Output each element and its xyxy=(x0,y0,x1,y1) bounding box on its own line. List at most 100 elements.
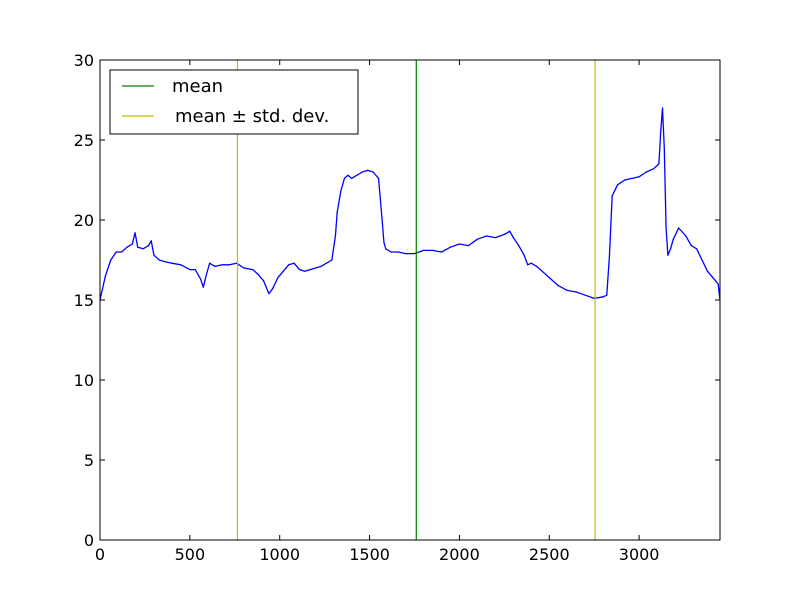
data-point xyxy=(467,245,470,247)
data-point xyxy=(252,269,254,271)
x-tick-label: 1000 xyxy=(259,545,300,564)
data-point xyxy=(271,288,274,290)
data-point xyxy=(243,267,245,269)
data-point xyxy=(503,233,505,235)
data-point xyxy=(696,248,698,250)
data-point xyxy=(142,248,144,250)
data-point xyxy=(608,254,611,256)
data-point xyxy=(458,243,461,245)
data-point xyxy=(343,177,346,179)
data-point xyxy=(228,264,230,266)
data-point xyxy=(110,259,112,261)
data-point xyxy=(164,261,166,263)
data-point xyxy=(336,211,338,213)
y-tick-label: 5 xyxy=(84,451,94,470)
data-point xyxy=(293,262,295,264)
data-point xyxy=(665,227,667,229)
x-tick-label: 2000 xyxy=(439,545,480,564)
data-point xyxy=(209,262,211,264)
data-point xyxy=(334,235,337,237)
data-point xyxy=(372,171,374,173)
data-point xyxy=(340,190,342,192)
x-tick-label: 3000 xyxy=(619,545,660,564)
data-point xyxy=(611,195,613,197)
data-point xyxy=(325,262,328,264)
legend-label-std: mean ± std. dev. xyxy=(175,106,329,127)
data-point xyxy=(397,251,399,253)
data-point xyxy=(134,232,136,234)
data-point xyxy=(476,238,478,240)
data-point xyxy=(367,169,369,171)
data-point xyxy=(221,264,223,266)
data-point xyxy=(575,291,577,293)
data-point xyxy=(701,259,703,261)
data-point xyxy=(678,227,680,229)
y-tick-label: 30 xyxy=(74,51,94,70)
data-point xyxy=(304,270,306,272)
data-point xyxy=(120,251,123,253)
data-point xyxy=(485,235,487,237)
data-point xyxy=(315,267,317,269)
data-point xyxy=(512,237,514,239)
data-point xyxy=(440,251,443,253)
data-point xyxy=(518,245,520,247)
data-point xyxy=(548,277,550,279)
data-point xyxy=(194,269,196,271)
data-point xyxy=(320,265,322,267)
data-point xyxy=(331,259,333,261)
data-point xyxy=(652,168,655,170)
data-point xyxy=(422,249,425,251)
data-point xyxy=(661,107,664,109)
series-line xyxy=(100,107,720,301)
data-point xyxy=(381,219,383,221)
data-point xyxy=(309,269,311,271)
y-tick-label: 20 xyxy=(74,211,94,230)
y-tick-label: 25 xyxy=(74,131,94,150)
data-point xyxy=(584,294,586,296)
data-point xyxy=(298,269,301,271)
data-point xyxy=(667,254,669,256)
data-point xyxy=(126,246,128,248)
data-point xyxy=(536,265,538,267)
data-point xyxy=(593,297,595,299)
data-point xyxy=(115,251,117,253)
data-point xyxy=(282,270,284,272)
data-point xyxy=(214,265,216,267)
x-tick-label: 500 xyxy=(175,545,206,564)
x-tick-label: 1500 xyxy=(349,545,390,564)
data-point xyxy=(602,296,604,298)
data-point xyxy=(356,174,358,176)
data-point xyxy=(717,283,719,285)
data-point xyxy=(347,174,349,176)
data-point xyxy=(606,294,608,296)
data-point xyxy=(413,253,416,255)
data-point xyxy=(350,177,353,179)
data-point xyxy=(377,177,380,179)
data-point xyxy=(385,248,387,250)
data-point xyxy=(690,245,692,247)
data-point xyxy=(685,235,687,237)
data-point xyxy=(616,184,619,186)
data-point xyxy=(638,176,640,178)
data-point xyxy=(527,264,529,266)
data-point xyxy=(624,179,626,181)
data-point xyxy=(137,246,139,248)
data-point xyxy=(669,248,672,250)
data-point xyxy=(180,264,182,266)
data-point xyxy=(268,293,270,295)
data-point xyxy=(200,278,202,280)
data-point xyxy=(660,131,662,133)
data-point xyxy=(404,253,407,255)
data-point xyxy=(171,262,173,264)
data-point xyxy=(530,262,532,264)
data-point xyxy=(205,275,207,277)
data-point xyxy=(566,289,568,291)
data-point xyxy=(153,254,155,256)
data-point xyxy=(706,270,709,272)
data-point xyxy=(158,259,160,261)
data-point xyxy=(494,237,496,239)
x-tick-label: 2500 xyxy=(529,545,570,564)
data-point xyxy=(189,269,191,271)
data-point xyxy=(104,275,106,277)
